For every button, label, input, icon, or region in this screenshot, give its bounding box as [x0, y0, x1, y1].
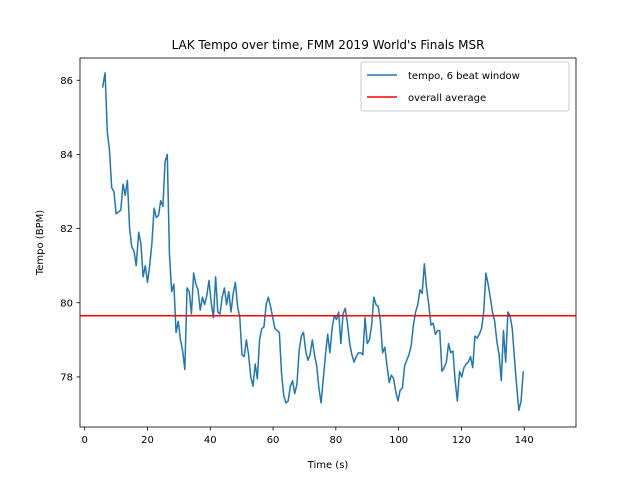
series-layer [80, 72, 576, 412]
tempo-series-line [101, 72, 525, 412]
legend: tempo, 6 beat window overall average [360, 61, 570, 112]
legend-label-tempo: tempo, 6 beat window [408, 71, 520, 82]
y-axis-label: Tempo (BPM) [35, 210, 46, 276]
x-tick-label: 140 [515, 435, 534, 446]
y-axis-ticks: 78 80 82 84 86 [60, 76, 80, 383]
x-tick-label: 0 [82, 435, 88, 446]
plot-background [80, 58, 576, 427]
x-tick-label: 100 [389, 435, 408, 446]
x-axis-ticks: 0 20 40 60 80 100 120 140 [82, 427, 534, 446]
y-tick-label: 84 [60, 150, 73, 161]
legend-box [360, 61, 570, 112]
chart-title: LAK Tempo over time, FMM 2019 World's Fi… [172, 38, 485, 52]
y-tick-label: 82 [60, 224, 73, 235]
y-tick-label: 86 [60, 76, 73, 87]
x-axis-label: Time (s) [307, 460, 349, 471]
plot-frame [79, 57, 577, 428]
plot-area [80, 58, 576, 427]
legend-label-average: overall average [408, 93, 486, 104]
x-tick-label: 40 [204, 435, 217, 446]
x-tick-label: 80 [329, 435, 342, 446]
x-tick-label: 120 [452, 435, 471, 446]
y-tick-label: 80 [60, 298, 73, 309]
y-tick-label: 78 [60, 372, 73, 383]
x-tick-label: 20 [141, 435, 154, 446]
x-tick-label: 60 [267, 435, 280, 446]
